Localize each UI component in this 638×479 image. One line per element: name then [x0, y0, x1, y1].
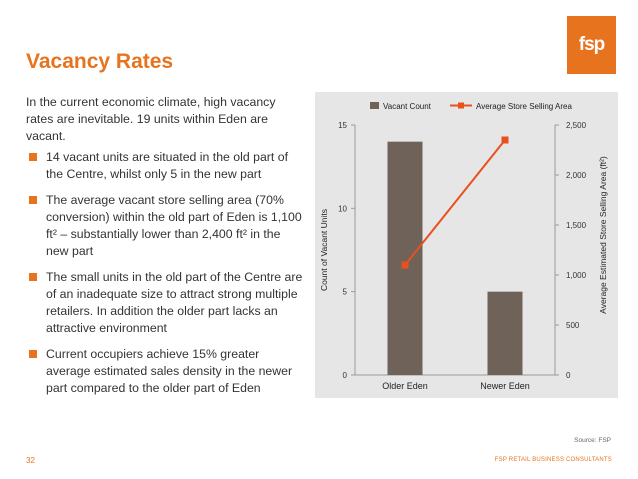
y2-tick-label: 2,500 [566, 121, 587, 130]
fsp-logo: fsp [567, 16, 616, 74]
legend-swatch-marker [458, 102, 464, 109]
y2-tick-label: 1,000 [566, 271, 587, 280]
y2-tick-label: 1,500 [566, 221, 587, 230]
y2-tick-label: 2,000 [566, 171, 587, 180]
x-tick-label: Newer Eden [480, 381, 530, 391]
y2-tick-label: 0 [566, 371, 571, 380]
bullet-item: Current occupiers achieve 15% greater av… [26, 346, 306, 397]
legend-label: Average Store Selling Area [476, 102, 572, 111]
y-tick-label: 10 [338, 204, 347, 213]
bullet-text: Current occupiers achieve 15% greater av… [46, 347, 293, 395]
chart-panel: 0 5 10 15 0 500 1,000 1,500 2,000 2,500 Older Eden… [315, 92, 618, 398]
slide-title: Vacancy Rates [26, 50, 174, 73]
legend-label: Vacant Count [383, 102, 432, 111]
bullet-square-icon [29, 153, 37, 161]
intro-text: In the current economic climate, high va… [26, 95, 276, 143]
logo-text: fsp [578, 34, 605, 55]
bullet-item: 14 vacant units are situated in the old … [26, 149, 306, 183]
bullet-square-icon [29, 196, 37, 204]
y2-axis-title: Average Estimated Store Selling Area (ft… [598, 156, 608, 314]
page-number: 32 [26, 456, 35, 465]
line-avg-selling-area [404, 139, 506, 266]
bar-vacant-count [387, 141, 423, 375]
x-tick-label: Older Eden [382, 381, 428, 391]
y-tick-label: 15 [338, 121, 347, 130]
bullet-text: The average vacant store selling area (7… [46, 193, 302, 258]
bullet-square-icon [29, 273, 37, 281]
bullet-text: 14 vacant units are situated in the old … [46, 150, 288, 181]
line-marker [501, 136, 509, 144]
footer-brand: FSP RETAIL BUSINESS CONSULTANTS [494, 457, 612, 463]
bullet-square-icon [29, 350, 37, 358]
bullet-item: The average vacant store selling area (7… [26, 192, 306, 260]
y-tick-label: 0 [343, 371, 348, 380]
y-tick-label: 5 [343, 288, 348, 297]
line-marker [401, 261, 409, 269]
bullet-list: 14 vacant units are situated in the old … [26, 149, 306, 406]
legend-swatch-bar [370, 102, 379, 109]
y-axis-title: Count of Vacant Units [319, 209, 329, 291]
bullet-item: The small units in the old part of the C… [26, 269, 306, 337]
vacancy-chart: 0 5 10 15 0 500 1,000 1,500 2,000 2,500 Older Eden… [319, 102, 608, 391]
source-note: Source: FSP [574, 437, 611, 444]
bullet-text: The small units in the old part of the C… [46, 270, 303, 335]
bar-vacant-count [487, 291, 523, 375]
y2-tick-label: 500 [566, 321, 580, 330]
